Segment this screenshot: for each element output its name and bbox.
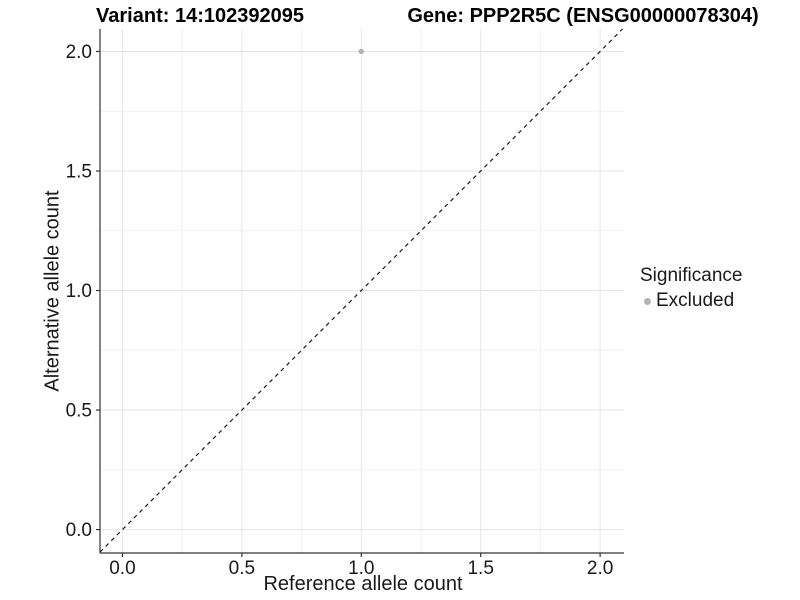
legend-item-label: Excluded bbox=[656, 290, 735, 311]
x-tick-label: 0.5 bbox=[229, 558, 255, 579]
identity-dashed-line bbox=[99, 28, 623, 553]
excluded-point-icon bbox=[644, 297, 651, 305]
y-tick-label: 1.5 bbox=[66, 161, 92, 182]
y-tick-label: 0.5 bbox=[66, 401, 92, 422]
data-point-excluded bbox=[358, 48, 364, 55]
legend-item-excluded: Excluded bbox=[640, 290, 742, 312]
y-tick-label: 0.0 bbox=[66, 520, 92, 541]
x-axis-title: Reference allele count bbox=[263, 573, 463, 595]
legend: Significance Excluded bbox=[640, 265, 742, 312]
x-tick-label: 2.0 bbox=[587, 558, 613, 579]
x-tick-label: 1.0 bbox=[348, 558, 374, 579]
x-tick-label: 1.5 bbox=[467, 558, 493, 579]
plot-title-variant: Variant: 14:102392095 bbox=[96, 5, 304, 27]
y-tick-label: 2.0 bbox=[66, 42, 92, 63]
x-tick-label: 0.0 bbox=[109, 558, 135, 579]
y-tick-label: 1.0 bbox=[66, 281, 92, 302]
plot-title-gene: Gene: PPP2R5C (ENSG00000078304) bbox=[407, 5, 759, 27]
y-axis-title: Alternative allele count bbox=[41, 190, 64, 392]
legend-title: Significance bbox=[640, 265, 743, 286]
